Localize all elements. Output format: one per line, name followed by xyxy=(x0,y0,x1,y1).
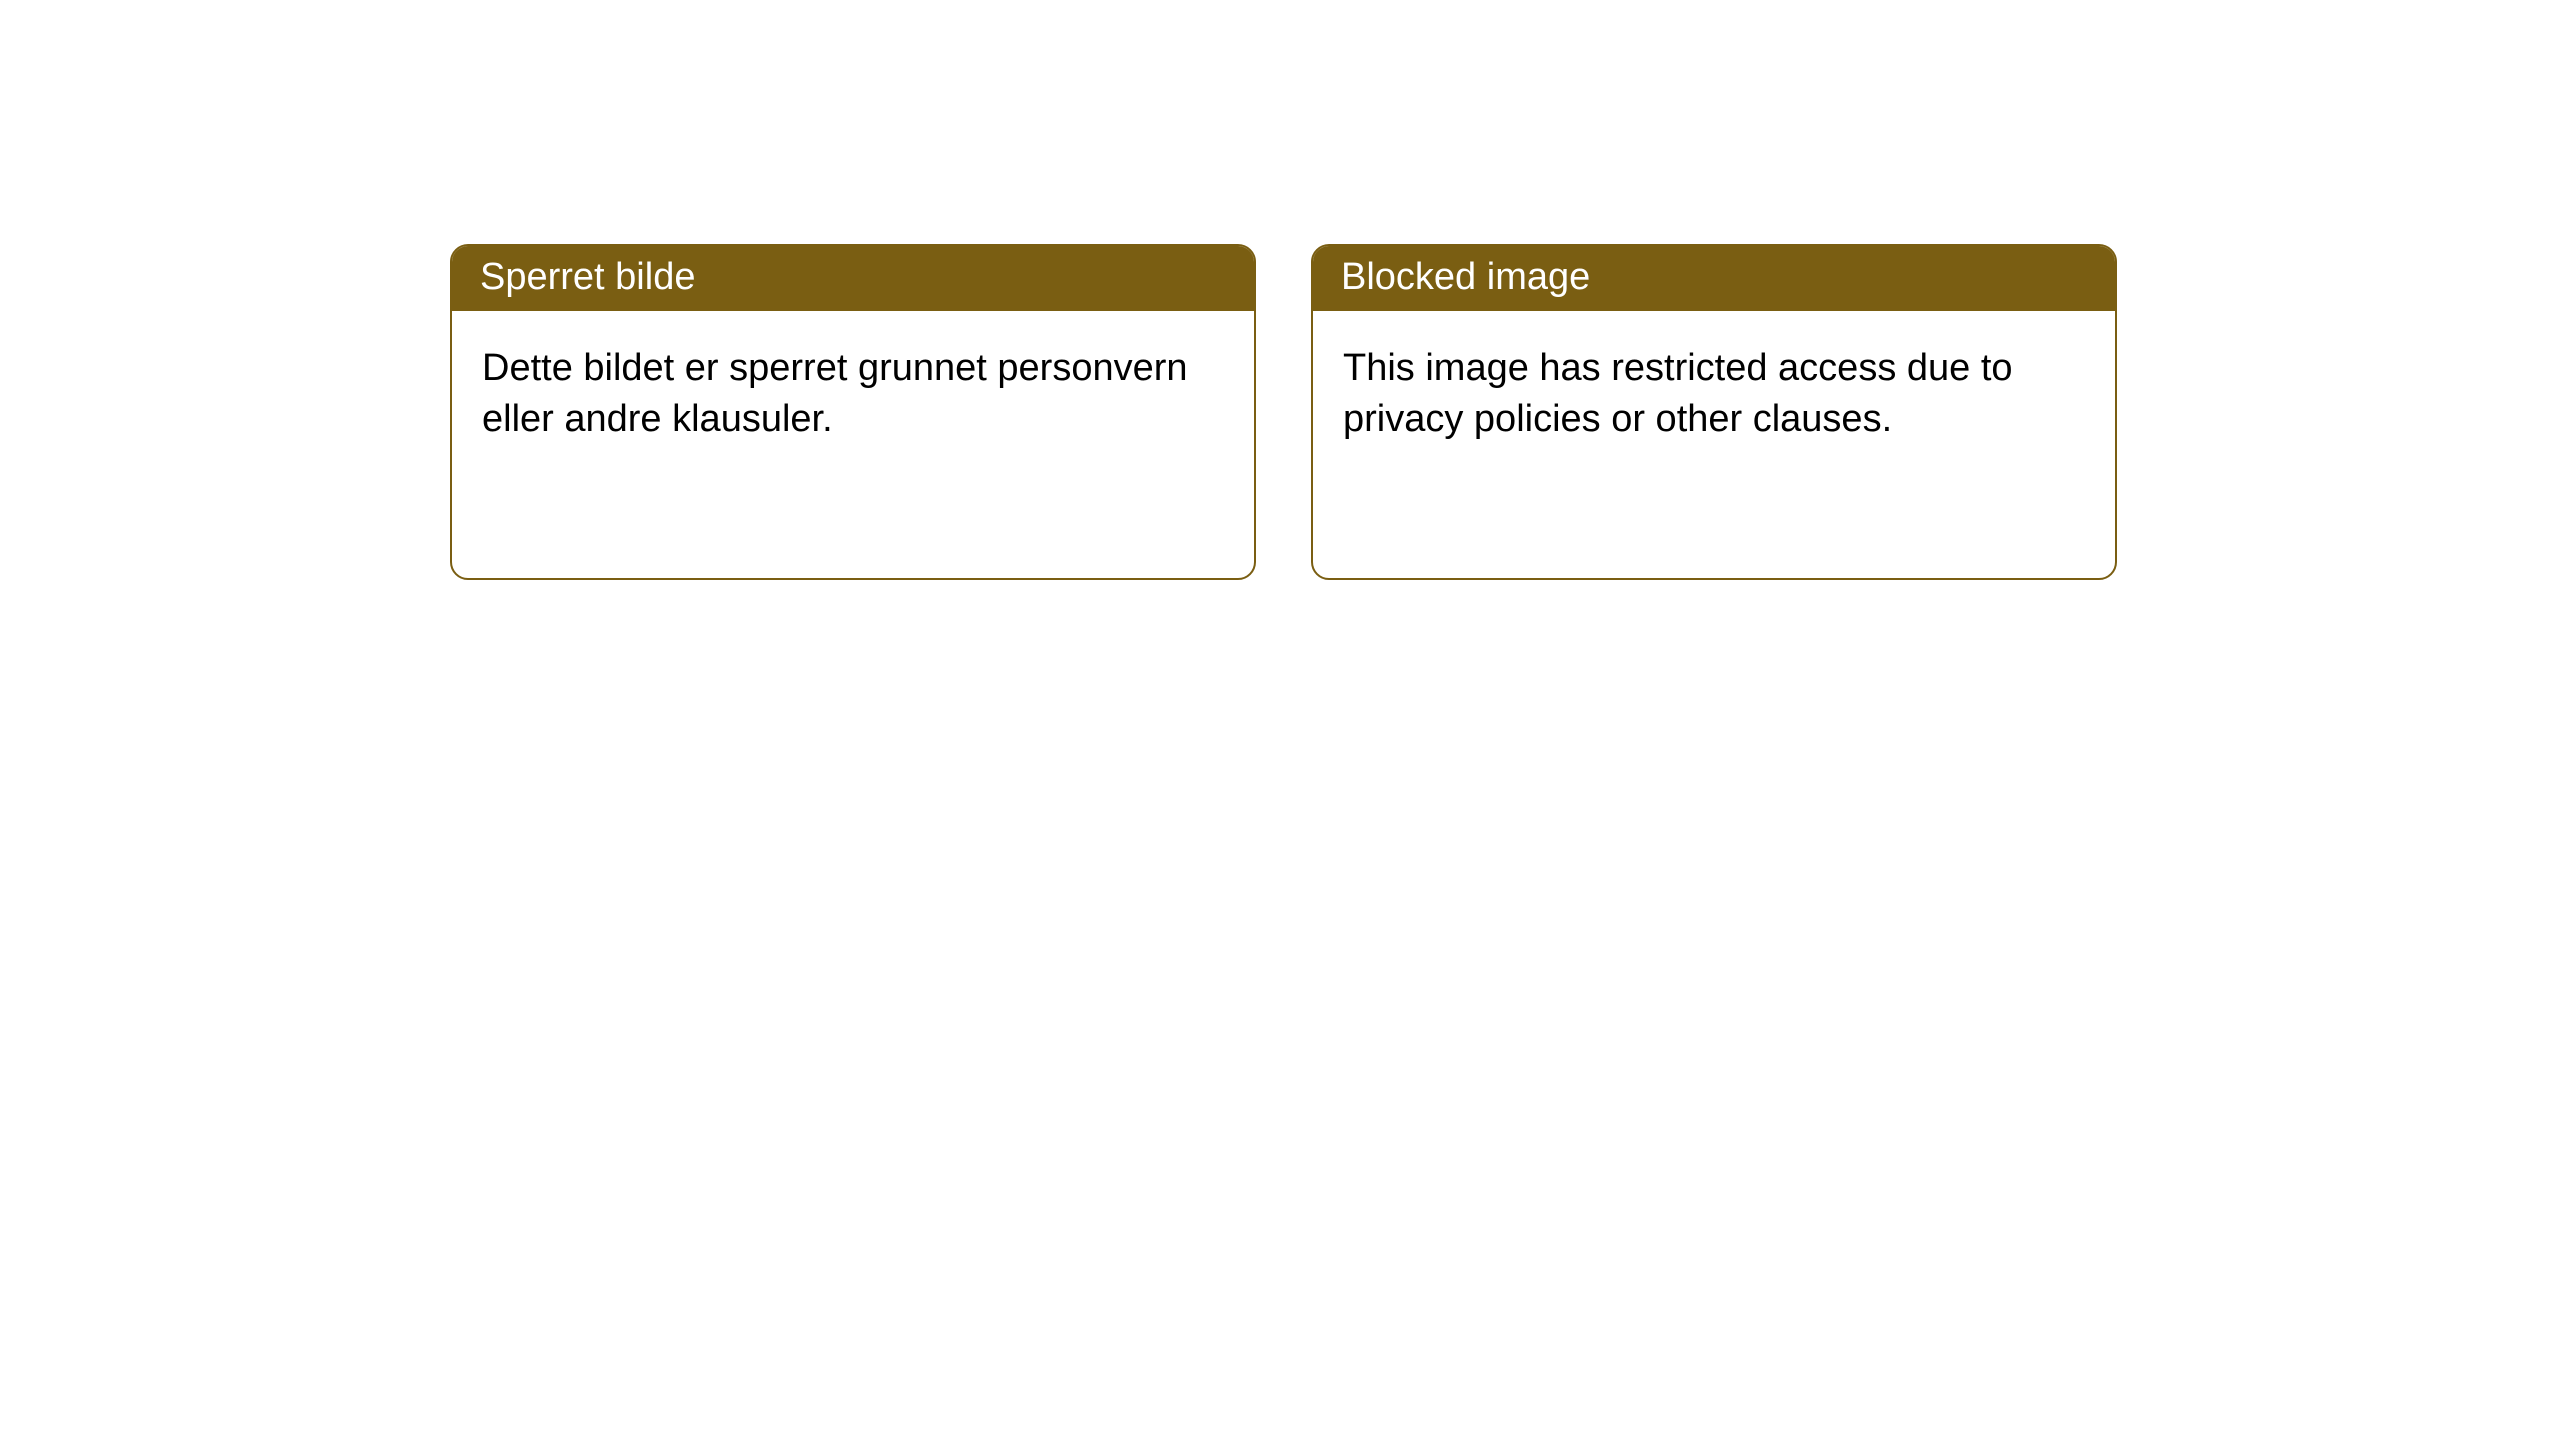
notice-header-en: Blocked image xyxy=(1313,246,2115,311)
notice-card-en: Blocked image This image has restricted … xyxy=(1311,244,2117,580)
notice-body-en: This image has restricted access due to … xyxy=(1313,311,2115,478)
notice-card-no: Sperret bilde Dette bildet er sperret gr… xyxy=(450,244,1256,580)
notice-body-no: Dette bildet er sperret grunnet personve… xyxy=(452,311,1254,478)
notice-container: Sperret bilde Dette bildet er sperret gr… xyxy=(0,0,2560,580)
notice-header-no: Sperret bilde xyxy=(452,246,1254,311)
